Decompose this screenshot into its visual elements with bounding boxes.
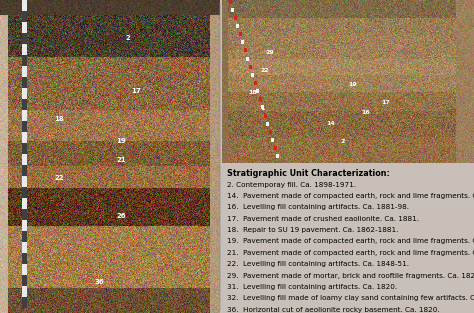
Text: 14.  Pavement made of compacted earth, rock and lime fragments. Ca 1881-98.: 14. Pavement made of compacted earth, ro… — [227, 193, 474, 199]
Text: 22: 22 — [261, 68, 269, 73]
Text: Stratigraphic Unit Characterization:: Stratigraphic Unit Characterization: — [227, 169, 390, 178]
Text: 2: 2 — [125, 34, 130, 41]
Text: 31.  Levelling fill containing artifacts. Ca. 1820.: 31. Levelling fill containing artifacts.… — [227, 284, 397, 290]
Text: 17: 17 — [382, 100, 390, 105]
Text: 18.  Repair to SU 19 pavement. Ca. 1862-1881.: 18. Repair to SU 19 pavement. Ca. 1862-1… — [227, 227, 399, 233]
Text: 16.  Levelling fill containing artifacts. Ca. 1881-98.: 16. Levelling fill containing artifacts.… — [227, 204, 409, 210]
Text: 19: 19 — [116, 138, 126, 144]
Text: 22.  Levelling fill containing artifacts. Ca. 1848-51.: 22. Levelling fill containing artifacts.… — [227, 261, 409, 267]
Text: 29: 29 — [265, 50, 274, 55]
Text: 14: 14 — [326, 121, 335, 126]
Text: 16: 16 — [361, 110, 370, 115]
Text: 17.  Pavement made of crushed eaolionite. Ca. 1881.: 17. Pavement made of crushed eaolionite.… — [227, 216, 419, 222]
Text: 22: 22 — [55, 175, 64, 182]
Text: 2. Contemporay fill. Ca. 1898-1971.: 2. Contemporay fill. Ca. 1898-1971. — [227, 182, 356, 187]
Text: 21.  Pavement made of compacted earth, rock and lime fragments. Ca. 1848-51.: 21. Pavement made of compacted earth, ro… — [227, 250, 474, 256]
Text: 29.  Pavement made of mortar, brick and rooftile fragments. Ca. 1820.: 29. Pavement made of mortar, brick and r… — [227, 273, 474, 279]
Text: 26: 26 — [116, 213, 126, 219]
Text: 19: 19 — [349, 82, 357, 87]
Text: 18: 18 — [55, 116, 64, 122]
Text: 2: 2 — [341, 139, 345, 144]
Text: 18: 18 — [248, 90, 256, 95]
Text: 36: 36 — [94, 279, 104, 285]
Text: 32.  Levelling fill made of loamy clay sand containing few artifacts. Ca. 1820.: 32. Levelling fill made of loamy clay sa… — [227, 295, 474, 301]
Text: 17: 17 — [131, 88, 141, 94]
Text: 36.  Horizontal cut of aeolionite rocky basement. Ca. 1820.: 36. Horizontal cut of aeolionite rocky b… — [227, 307, 440, 313]
Text: 19.  Pavement made of compacted earth, rock and lime fragments. Ca. 1853-62.: 19. Pavement made of compacted earth, ro… — [227, 239, 474, 244]
Text: 21: 21 — [116, 156, 126, 163]
